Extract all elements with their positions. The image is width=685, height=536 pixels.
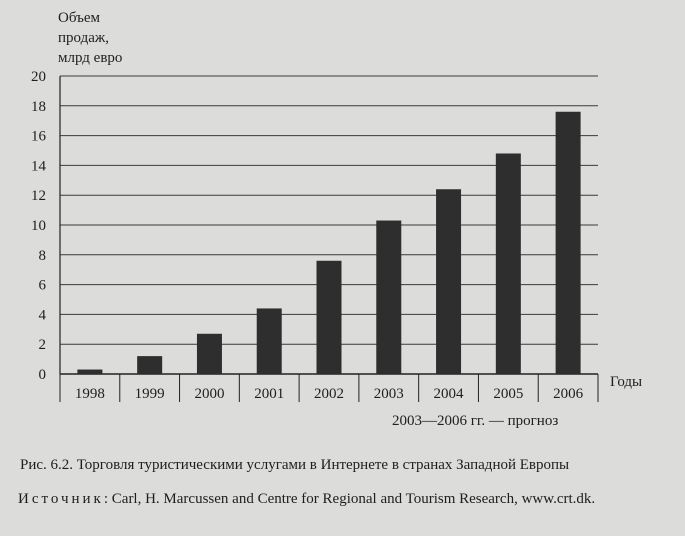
x-tick-label: 2000 <box>194 386 224 402</box>
source-lead: Источник <box>18 491 104 507</box>
bar <box>555 111 581 374</box>
y-tick-label: 6 <box>39 278 47 294</box>
source-text: : Carl, H. Marcussen and Centre for Regi… <box>103 491 596 507</box>
y-tick-label: 16 <box>31 129 47 145</box>
y-axis-label-line: продаж, <box>58 30 109 46</box>
y-tick-label: 18 <box>31 99 46 115</box>
y-axis-label-line: млрд евро <box>58 50 123 66</box>
x-axis-label: Годы <box>610 374 642 390</box>
bar <box>256 308 282 374</box>
x-tick-label: 2002 <box>314 386 344 402</box>
x-tick-label: 2004 <box>434 386 465 402</box>
source-note: Источник: Carl, H. Marcussen and Centre … <box>18 489 670 509</box>
x-tick-label: 2006 <box>553 386 584 402</box>
x-tick-label: 2005 <box>493 386 523 402</box>
y-tick-label: 2 <box>39 337 47 353</box>
bar <box>376 220 402 374</box>
bar <box>316 260 342 374</box>
y-tick-label: 12 <box>31 188 46 204</box>
y-axis-label-line: Объем <box>58 10 100 26</box>
x-tick-label: 2003 <box>374 386 404 402</box>
figure-caption: Рис. 6.2. Торговля туристическими услуга… <box>20 457 570 473</box>
x-tick-label: 2001 <box>254 386 284 402</box>
bar <box>196 333 222 374</box>
bar <box>77 369 103 374</box>
bar-chart: 0 2 4 6 8 10 12 14 16 18 20 1998 1999 2000 2001 2002 200… <box>31 69 642 402</box>
bar <box>436 189 462 374</box>
y-tick-label: 4 <box>39 307 47 323</box>
forecast-note: 2003—2006 гг. — прогноз <box>392 413 559 429</box>
x-tick-label: 1998 <box>75 386 105 402</box>
y-tick-label: 0 <box>39 367 47 383</box>
y-tick-label: 20 <box>31 69 46 85</box>
bar <box>495 153 521 374</box>
y-tick-label: 10 <box>31 218 46 234</box>
y-tick-label: 8 <box>39 248 47 264</box>
y-tick-label: 14 <box>31 158 47 174</box>
x-tick-label: 1999 <box>135 386 165 402</box>
y-axis-label: Объем продаж, млрд евро <box>58 8 122 68</box>
bar <box>137 356 163 374</box>
